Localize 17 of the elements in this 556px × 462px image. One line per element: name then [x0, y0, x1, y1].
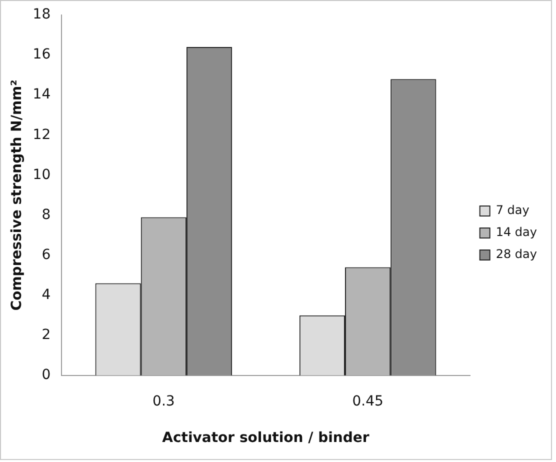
legend-label: 14 day — [496, 225, 537, 240]
y-tick-label: 2 — [42, 326, 51, 343]
y-tick-label: 18 — [32, 6, 51, 23]
x-tick-label: 0.3 — [152, 393, 175, 410]
legend-label: 28 day — [496, 247, 537, 262]
y-tick-label: 6 — [42, 246, 51, 263]
y-tick-label: 10 — [32, 166, 51, 183]
y-tick-label: 8 — [42, 206, 51, 223]
legend-label: 7 day — [496, 203, 530, 218]
y-tick-label: 12 — [32, 126, 51, 143]
y-tick-label: 4 — [42, 286, 51, 303]
x-axis-title: Activator solution / binder — [162, 430, 370, 446]
y-tick-label: 0 — [42, 367, 51, 384]
y-axis-title: Compressive strength N/mm² — [9, 80, 26, 311]
x-tick-label: 0.45 — [352, 393, 384, 410]
y-tick-label: 16 — [32, 46, 51, 63]
y-tick-label: 14 — [32, 86, 51, 103]
